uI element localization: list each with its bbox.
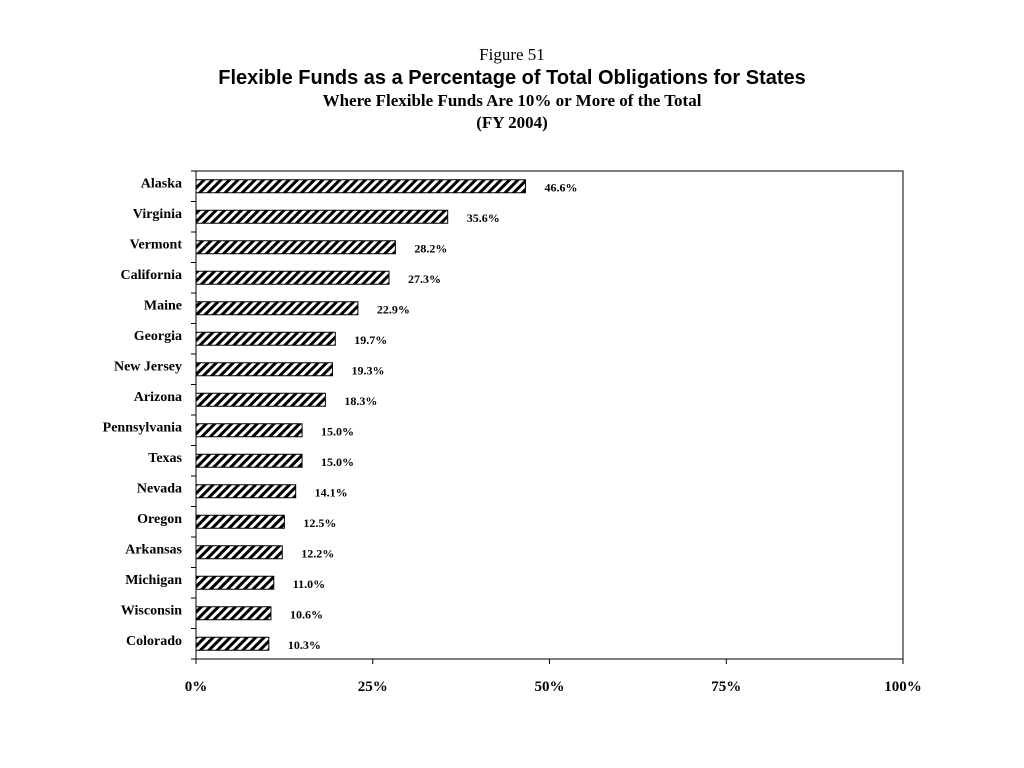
category-label: Arkansas [125,542,182,557]
category-label: Virginia [133,207,182,222]
bar-pennsylvania [195,423,303,438]
bar-wisconsin [195,606,272,621]
x-tick-label: 0% [185,679,208,695]
bar-california [195,270,390,285]
figure-label: Figure 51 [479,45,545,64]
bar-michigan [195,575,275,590]
bar-arizona [195,392,326,407]
chart-titles: Figure 51 Flexible Funds as a Percentage… [0,44,1024,134]
data-label: 12.5% [303,516,336,530]
data-label: 19.3% [351,363,384,377]
x-tick-label: 75% [711,679,741,695]
category-label: Colorado [126,634,182,649]
data-label: 10.3% [288,638,321,652]
data-label: 15.0% [321,424,354,438]
data-label: 15.0% [321,455,354,469]
category-label: California [121,268,182,283]
x-tick-label: 25% [358,679,388,695]
bar-alaska [195,179,526,194]
data-label: 28.2% [414,241,447,255]
data-label: 19.7% [354,333,387,347]
category-label: Texas [148,451,182,466]
data-label: 22.9% [377,302,410,316]
bar-nevada [195,484,297,499]
category-label: Oregon [137,512,182,527]
data-label: 10.6% [290,607,323,621]
bar-georgia [195,331,336,346]
category-label: New Jersey [114,359,182,374]
data-label: 14.1% [315,485,348,499]
bar-arkansas [195,545,283,560]
category-label: Maine [144,298,182,313]
category-label: Pennsylvania [103,420,182,435]
data-label: 11.0% [293,577,325,591]
category-label: Georgia [134,329,182,344]
category-label: Arizona [134,390,182,405]
chart-subtitle: Where Flexible Funds Are 10% or More of … [322,91,702,110]
bar-maine [195,301,359,316]
chart-subtitle-year: (FY 2004) [476,113,548,132]
bar-virginia [195,209,449,224]
data-label: 18.3% [344,394,377,408]
chart-title: Flexible Funds as a Percentage of Total … [218,67,806,89]
category-label: Wisconsin [121,603,182,618]
category-label: Michigan [125,573,182,588]
category-label: Vermont [130,237,183,252]
category-label: Alaska [141,176,182,191]
x-tick-label: 50% [535,679,565,695]
bar-colorado [195,636,270,651]
bar-texas [195,453,303,468]
data-label: 46.6% [544,180,577,194]
x-tick-label: 100% [884,679,922,695]
category-label: Nevada [137,481,182,496]
bar-vermont [195,240,396,255]
data-label: 12.2% [301,546,334,560]
bar-oregon [195,514,285,529]
data-label: 27.3% [408,272,441,286]
data-label: 35.6% [467,211,500,225]
bar-new-jersey [195,362,333,377]
